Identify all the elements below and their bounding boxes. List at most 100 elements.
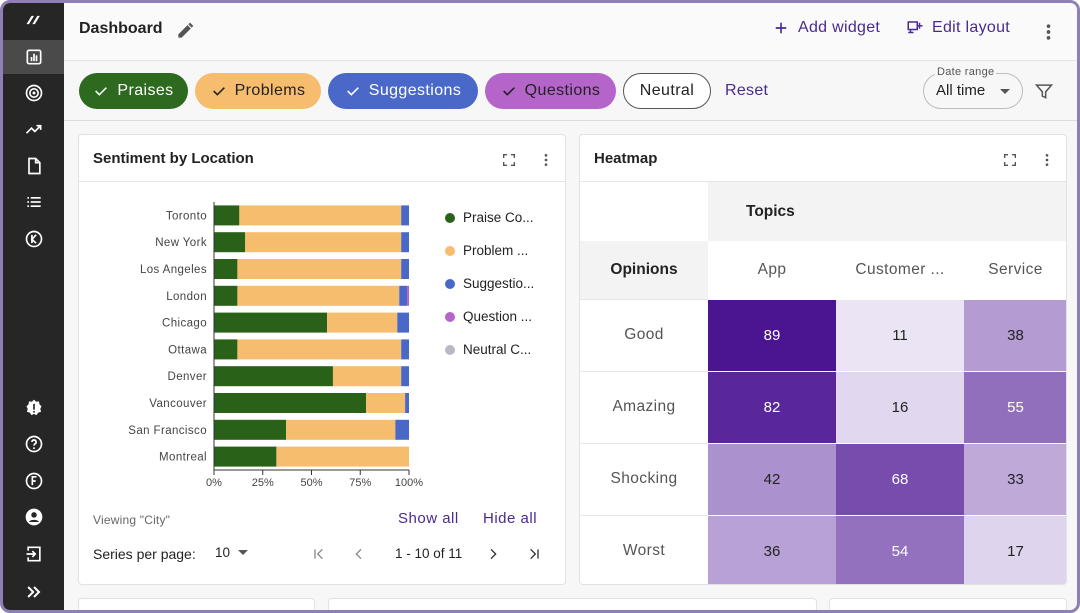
- chip-praises[interactable]: Praises: [79, 73, 188, 109]
- legend-item-praise[interactable]: Praise Co...: [445, 210, 534, 225]
- chevron-right-icon: [490, 548, 497, 560]
- first-page-icon: [314, 548, 323, 560]
- heatmap-cell[interactable]: 82: [708, 370, 836, 443]
- sidebar-item-account[interactable]: [3, 500, 64, 534]
- chip-problems[interactable]: Problems: [195, 73, 321, 109]
- sentiment-bar-chart: Toronto New York Los Angeles London Chicago O…: [128, 202, 423, 489]
- sidebar-item-k[interactable]: [3, 222, 64, 256]
- x-tick-label: 0%: [206, 477, 222, 489]
- filter-icon[interactable]: [1034, 81, 1054, 101]
- heatmap-row: Worst 36 54 17: [580, 514, 1066, 584]
- edit-layout-button[interactable]: Edit layout: [906, 19, 1010, 37]
- more-options-icon[interactable]: [1038, 20, 1058, 44]
- sidebar-item-alerts[interactable]: [3, 391, 64, 425]
- more-options-icon[interactable]: [1039, 152, 1055, 168]
- heatmap-cell[interactable]: 36: [708, 514, 836, 584]
- series-per-page-select[interactable]: 10: [215, 545, 249, 560]
- x-tick-label: 25%: [252, 477, 274, 489]
- legend-label: Praise Co...: [463, 210, 534, 225]
- heatmap-cell[interactable]: 54: [836, 514, 964, 584]
- heatmap-cell[interactable]: 33: [964, 442, 1066, 515]
- k-circle-icon: [25, 230, 42, 248]
- heatmap-cell[interactable]: 17: [964, 514, 1066, 584]
- heatmap-cell[interactable]: 38: [964, 298, 1066, 371]
- legend-item-problem[interactable]: Problem ...: [445, 243, 528, 258]
- legend-item-question[interactable]: Question ...: [445, 309, 532, 324]
- next-page-button[interactable]: [482, 543, 504, 565]
- chevron-down-icon: [238, 550, 249, 555]
- heatmap-cell[interactable]: 68: [836, 442, 964, 515]
- series-per-page-label: Series per page:: [93, 546, 196, 562]
- x-tick-label: 100%: [395, 477, 423, 489]
- sidebar-item-documents[interactable]: [3, 149, 64, 183]
- sidebar-item-login[interactable]: [3, 537, 64, 571]
- last-page-icon: [530, 548, 539, 560]
- category-label: Denver: [168, 371, 207, 383]
- sentiment-by-location-card: Sentiment by Location Toronto New York Los…: [78, 134, 566, 585]
- date-range-select[interactable]: Date range All time: [923, 66, 1023, 109]
- reset-button[interactable]: Reset: [725, 82, 769, 99]
- pencil-icon[interactable]: [175, 21, 195, 41]
- sidebar-item-help[interactable]: [3, 427, 64, 461]
- check-icon: [502, 87, 515, 96]
- series-per-page-value: 10: [215, 545, 231, 560]
- legend-label: Problem ...: [463, 243, 529, 258]
- sidebar-item-goals[interactable]: [3, 76, 64, 110]
- add-widget-button[interactable]: Add widget: [772, 19, 880, 37]
- opinions-header: Opinions: [580, 241, 708, 299]
- heatmap-cell[interactable]: 11: [836, 298, 964, 371]
- x-tick-label: 50%: [300, 477, 322, 489]
- column-header-service: Service: [964, 241, 1066, 299]
- category-label: London: [166, 291, 207, 303]
- chip-suggestions[interactable]: Suggestions: [328, 73, 478, 109]
- logo-icon[interactable]: [3, 3, 64, 37]
- filter-bar: Praises Problems Suggestions Questions N…: [64, 61, 1077, 121]
- widget-card: [78, 598, 315, 610]
- category-label: Toronto: [166, 210, 207, 222]
- bar-segment: [214, 205, 240, 226]
- bar-segment: [399, 285, 408, 306]
- show-all-button[interactable]: Show all: [398, 510, 459, 527]
- bar-segment: [407, 285, 409, 306]
- sidebar-item-list[interactable]: [3, 185, 64, 219]
- expand-icon: [26, 586, 40, 598]
- more-options-icon[interactable]: [538, 152, 554, 168]
- heatmap-corner: [580, 182, 708, 241]
- fullscreen-icon[interactable]: [501, 152, 517, 168]
- heatmap-row: Good 89 11 38: [580, 298, 1066, 371]
- heatmap-card-title: Heatmap: [594, 150, 658, 167]
- sidebar: [3, 3, 64, 610]
- legend-item-neutral[interactable]: Neutral C...: [445, 342, 531, 357]
- sidebar-item-trends[interactable]: [3, 112, 64, 146]
- chip-questions[interactable]: Questions: [485, 73, 616, 109]
- sidebar-item-analytics[interactable]: [3, 40, 64, 74]
- bar-segment: [214, 312, 328, 333]
- legend-item-suggestion[interactable]: Suggestio...: [445, 276, 534, 291]
- plus-icon: [775, 22, 787, 34]
- bar-segment: [237, 285, 400, 306]
- legend-dot: [445, 344, 455, 355]
- chip-neutral[interactable]: Neutral: [623, 73, 711, 109]
- widget-card: [829, 598, 1067, 610]
- category-label: San Francisco: [128, 425, 207, 437]
- topics-header: Topics: [708, 182, 1066, 241]
- heatmap-row: Amazing 82 16 55: [580, 370, 1066, 443]
- fullscreen-icon[interactable]: [1002, 152, 1018, 168]
- category-label: Ottawa: [168, 344, 207, 356]
- last-page-button[interactable]: [523, 543, 545, 565]
- category-label: Los Angeles: [140, 264, 207, 276]
- heatmap-cell[interactable]: 42: [708, 442, 836, 515]
- bar-segment: [214, 393, 367, 413]
- heatmap-cell[interactable]: 89: [708, 298, 836, 371]
- sidebar-item-f[interactable]: [3, 464, 64, 498]
- bar-segment: [401, 232, 409, 253]
- bar-segment: [214, 259, 238, 279]
- hide-all-button[interactable]: Hide all: [483, 510, 538, 527]
- heatmap-cell[interactable]: 16: [836, 370, 964, 443]
- previous-page-button[interactable]: [348, 543, 370, 565]
- first-page-button[interactable]: [308, 543, 330, 565]
- legend-label: Question ...: [463, 309, 533, 324]
- legend-label: Neutral C...: [463, 342, 532, 357]
- sidebar-item-expand[interactable]: [3, 575, 64, 609]
- heatmap-cell[interactable]: 55: [964, 370, 1066, 443]
